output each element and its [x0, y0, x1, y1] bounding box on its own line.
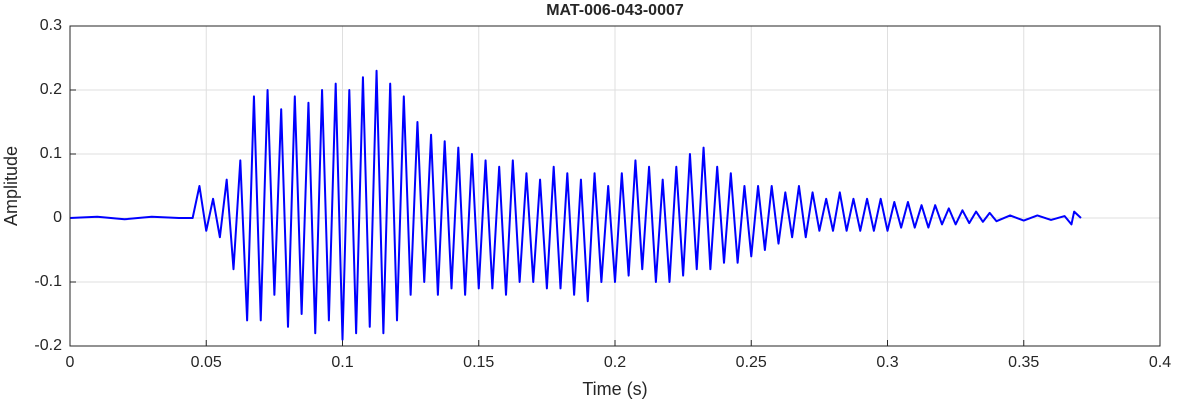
y-tick-label: 0.1	[40, 145, 62, 162]
y-axis-label: Amplitude	[1, 146, 21, 226]
y-tick-label: 0.3	[40, 17, 62, 34]
x-axis-label: Time (s)	[582, 379, 647, 399]
x-tick-label: 0	[66, 354, 75, 371]
x-tick-label: 0.3	[876, 354, 898, 371]
x-tick-label: 0.25	[736, 354, 767, 371]
plot-frame	[69, 25, 1161, 347]
x-tick-label: 0.4	[1149, 354, 1171, 371]
y-tick-label: 0	[53, 209, 62, 226]
x-tick-label: 0.1	[331, 354, 353, 371]
x-tick-label: 0.2	[604, 354, 626, 371]
y-tick-label: 0.2	[40, 81, 62, 98]
waveform-line	[69, 69, 1082, 341]
y-tick-label: -0.1	[34, 273, 62, 290]
y-tick-label: -0.2	[34, 337, 62, 354]
x-tick-label: 0.35	[1008, 354, 1039, 371]
x-tick-label: 0.05	[191, 354, 222, 371]
x-tick-label: 0.15	[463, 354, 494, 371]
chart-title: MAT-006-043-0007	[546, 2, 684, 19]
